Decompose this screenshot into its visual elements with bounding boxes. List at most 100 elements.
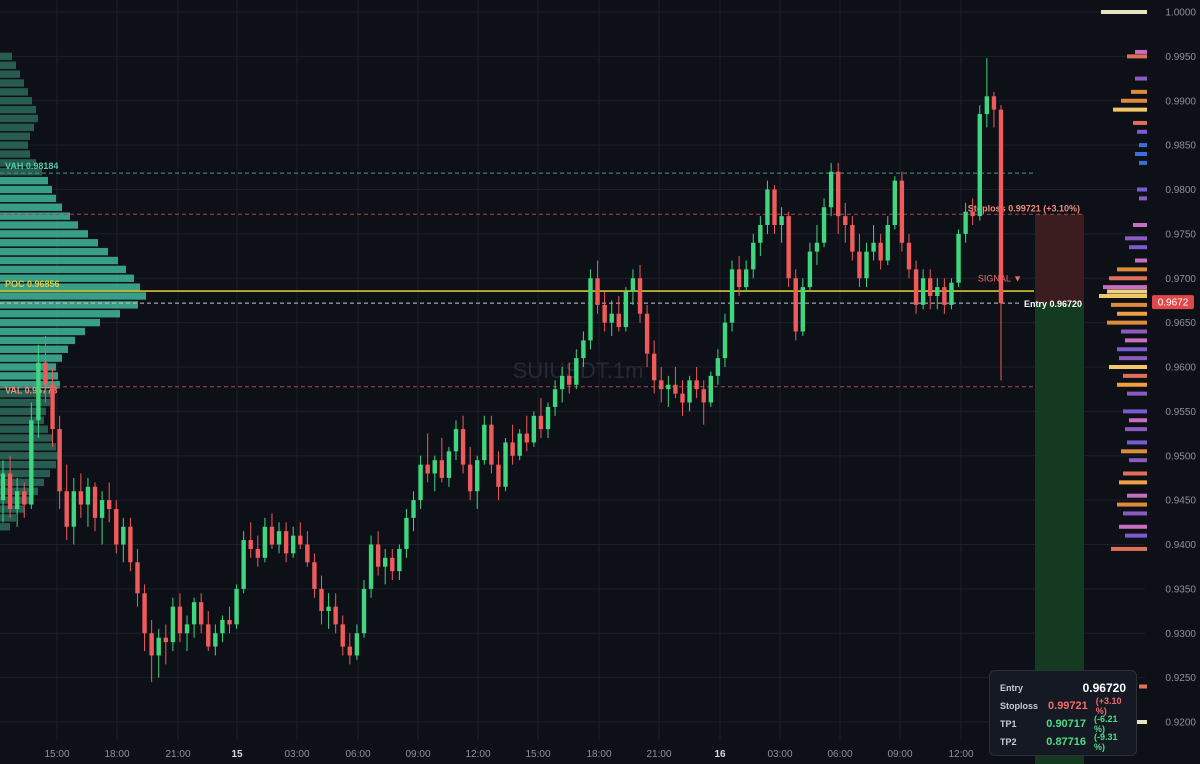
candle-body xyxy=(503,442,508,487)
profile-bar-left xyxy=(0,159,36,167)
profile-bar-left xyxy=(0,363,56,371)
volume-profile-left xyxy=(0,52,146,531)
x-tick-label: 15 xyxy=(231,749,243,760)
candle-body xyxy=(78,491,84,505)
candle-body xyxy=(206,624,211,647)
y-tick-label: 0.9350 xyxy=(1165,584,1196,595)
candle-body xyxy=(552,389,558,407)
candle-body xyxy=(71,491,76,527)
candle-body xyxy=(234,588,239,625)
candle-body xyxy=(36,362,41,421)
candle-body xyxy=(871,242,876,252)
candle-body xyxy=(184,624,190,634)
x-tick-label: 09:00 xyxy=(405,749,430,760)
candle-body xyxy=(467,464,473,492)
profile-bar-left xyxy=(0,221,78,229)
profile-bar-right xyxy=(1101,10,1147,14)
profile-bar-left xyxy=(0,70,20,78)
candle-body xyxy=(85,486,91,505)
candle-body xyxy=(977,114,982,217)
candle-body xyxy=(998,109,1004,304)
candle-body xyxy=(637,278,643,314)
profile-bar-left xyxy=(0,247,108,256)
profile-bar-right xyxy=(1129,458,1147,463)
profile-bar-right xyxy=(1139,143,1147,148)
x-tick-label: 12:00 xyxy=(948,749,973,760)
candle-body xyxy=(567,375,572,385)
profile-bar-right xyxy=(1133,120,1147,125)
profile-bar-right xyxy=(1135,152,1147,156)
y-tick-label: 0.9400 xyxy=(1165,540,1196,551)
candle-body xyxy=(850,225,855,252)
profile-bar-left xyxy=(0,114,38,123)
profile-bar-left xyxy=(0,301,138,309)
x-tick-label: 15:00 xyxy=(525,749,550,760)
candle-body xyxy=(114,509,119,545)
candle-body xyxy=(694,380,699,390)
candle-body xyxy=(892,180,898,225)
candle-body xyxy=(170,606,176,643)
profile-bar-right xyxy=(1117,311,1147,316)
candle-body xyxy=(913,269,919,305)
candle-body xyxy=(418,464,423,501)
candle-body xyxy=(248,540,253,549)
profile-bar-right xyxy=(1129,245,1147,250)
profile-bar-right xyxy=(1103,285,1147,290)
y-tick-label: 1.0000 xyxy=(1165,8,1196,19)
info-tp2-value: 0.87716 xyxy=(1046,736,1087,748)
candle-body xyxy=(29,420,34,505)
candle-body xyxy=(878,242,883,261)
candle-body xyxy=(758,225,763,243)
candle-body xyxy=(198,602,204,625)
candle-body xyxy=(213,633,218,647)
candle-body xyxy=(970,211,975,217)
info-entry-value: 0.96720 xyxy=(1082,681,1126,695)
candle-body xyxy=(99,500,105,518)
candle-body xyxy=(340,624,345,647)
candle-body xyxy=(50,384,55,430)
profile-bar-right xyxy=(1123,511,1147,516)
y-tick-label: 0.9600 xyxy=(1165,363,1196,374)
profile-bar-left xyxy=(0,168,42,176)
candle-body xyxy=(517,433,522,456)
profile-bar-left xyxy=(0,478,44,487)
price-levels: Stoploss 0.99721 (+3.10%) VAH 0.98184 POC … xyxy=(0,161,1084,396)
profile-bar-right xyxy=(1099,294,1147,298)
profile-bar-right xyxy=(1127,391,1147,396)
candle-body xyxy=(326,606,331,612)
candle-body xyxy=(92,486,98,518)
candle-body xyxy=(836,171,841,217)
candle-body xyxy=(333,606,338,625)
candles xyxy=(0,58,1004,683)
profile-bar-left xyxy=(0,141,28,149)
profile-bar-left xyxy=(0,132,30,140)
candle-body xyxy=(680,393,685,403)
candle-body xyxy=(276,531,282,545)
profile-bar-left xyxy=(0,194,56,203)
candle-body xyxy=(857,251,862,279)
profile-bar-left xyxy=(0,274,134,282)
info-stoploss-label: Stoploss xyxy=(1000,701,1039,711)
y-axis-panel xyxy=(1147,0,1200,764)
info-row-tp1: TP1 0.90717 (-6.21 %) xyxy=(1000,714,1126,734)
candle-body xyxy=(715,358,721,376)
profile-bar-left xyxy=(0,256,118,265)
info-row-stoploss: Stoploss 0.99721 (+3.10 %) xyxy=(1000,696,1126,716)
y-tick-label: 0.9300 xyxy=(1165,629,1196,640)
profile-bar-right xyxy=(1127,54,1147,59)
candle-body xyxy=(347,646,353,656)
candle-body xyxy=(736,269,742,288)
x-tick-label: 18:00 xyxy=(104,749,129,760)
profile-bar-left xyxy=(0,318,100,327)
candle-body xyxy=(489,424,494,465)
candle-body xyxy=(743,269,749,288)
candle-body xyxy=(453,429,459,452)
y-tick-label: 0.9250 xyxy=(1165,673,1196,684)
y-tick-label: 0.9550 xyxy=(1165,407,1196,418)
candle-body xyxy=(255,548,261,558)
profile-bar-right xyxy=(1139,684,1147,689)
info-stoploss-value: 0.99721 xyxy=(1048,700,1088,712)
current-price-badge xyxy=(1152,295,1194,310)
profile-bar-right xyxy=(1119,356,1147,361)
